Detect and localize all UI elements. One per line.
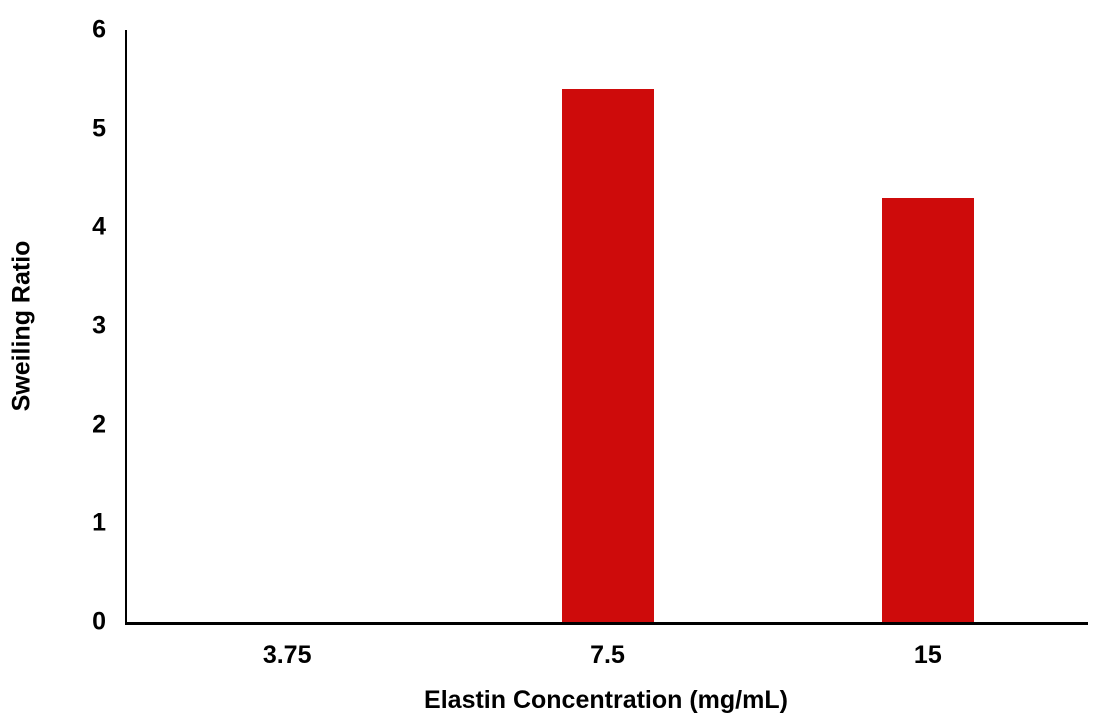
y-tick-label: 2 bbox=[92, 410, 106, 439]
x-axis-title: Elastin Concentration (mg/mL) bbox=[424, 686, 788, 714]
plot-area bbox=[125, 30, 1088, 625]
x-tick-label: 15 bbox=[913, 641, 942, 669]
x-tick-label: 7.5 bbox=[590, 641, 625, 669]
y-tick-label: 0 bbox=[92, 607, 106, 636]
y-tick-label: 4 bbox=[92, 212, 106, 241]
y-tick-label: 5 bbox=[92, 114, 106, 143]
y-tick-label: 3 bbox=[92, 311, 106, 340]
y-tick-label: 1 bbox=[92, 508, 106, 537]
bar-15 bbox=[881, 197, 974, 622]
y-tick-label: 6 bbox=[92, 15, 106, 44]
bar-7.5 bbox=[561, 89, 654, 622]
x-tick-label: 3.75 bbox=[262, 641, 312, 669]
